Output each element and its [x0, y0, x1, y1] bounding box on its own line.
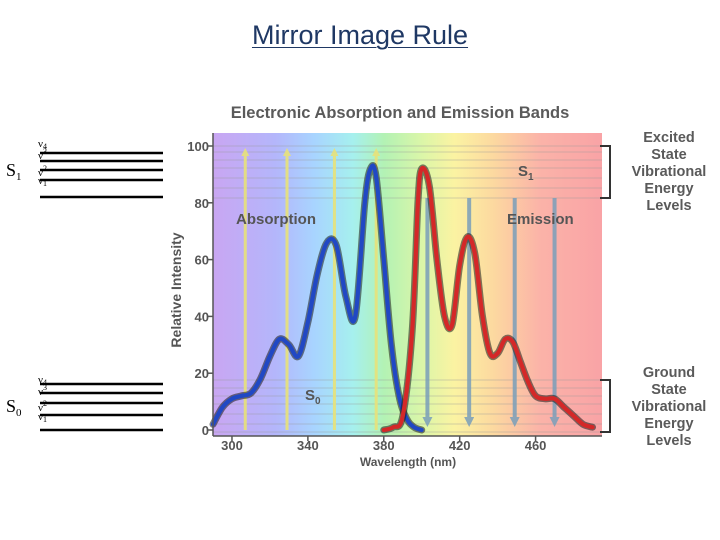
s1-nu-1: ν1: [38, 175, 47, 188]
y-tick-label-2: 40: [195, 309, 209, 324]
svg-text:Energy: Energy: [644, 181, 693, 197]
x-tick-label-3: 420: [449, 438, 471, 453]
emission-series-line: [381, 165, 595, 433]
absorption-annotation: Absorption: [236, 211, 316, 228]
emission-annotation: Emission: [507, 211, 574, 228]
y-tick-label-1: 20: [195, 366, 209, 381]
s0-state: S0 ν4 ν3 ν2 ν1: [6, 374, 163, 432]
ground-bracket: [600, 379, 611, 433]
s0-label: S0: [6, 396, 22, 419]
x-tick-label-1: 340: [297, 438, 319, 453]
s0-nu-3: ν3: [38, 383, 47, 398]
s1-nu-4: ν4: [38, 138, 47, 151]
s0-nu-1: ν1: [38, 411, 47, 424]
absorption-series-line: [210, 163, 424, 433]
excited-state-label: Excited State Vibrational Energy Levels: [632, 130, 707, 214]
y-ticks: 0 20 40 60 80 100: [187, 139, 213, 438]
x-tick-label-2: 380: [373, 438, 395, 453]
svg-text:Energy: Energy: [644, 416, 693, 432]
svg-text:Vibrational: Vibrational: [632, 164, 707, 180]
x-tick-label-4: 460: [525, 438, 547, 453]
slide-title: Mirror Image Rule: [251, 20, 469, 50]
s1-nu-2: ν2: [38, 164, 47, 179]
y-tick-label-5: 100: [187, 139, 209, 154]
jablonski-diagram: S1 ν4 ν3 ν2 ν1 S0 ν4 ν3 ν2 ν1: [6, 138, 163, 432]
s1-nu-3: ν3: [38, 147, 47, 162]
excited-bracket: [600, 145, 611, 199]
x-tick-label-0: 300: [221, 438, 243, 453]
svg-text:Levels: Levels: [646, 433, 691, 449]
s1-label: S1: [6, 160, 22, 183]
ground-state-label: Ground State Vibrational Energy Levels: [632, 365, 707, 449]
y-tick-label-4: 80: [195, 196, 209, 211]
svg-text:Levels: Levels: [646, 198, 691, 214]
absorption-emission-chart: Electronic Absorption and Emission Bands…: [168, 104, 706, 469]
s0-nu-2: ν2: [38, 399, 47, 414]
svg-text:Vibrational: Vibrational: [632, 399, 707, 415]
svg-text:State: State: [651, 382, 686, 398]
svg-text:Ground: Ground: [643, 365, 695, 381]
y-tick-label-3: 60: [195, 253, 209, 268]
x-ticks: 300 340 380 420 460: [221, 436, 546, 453]
s1-annotation: S1: [518, 163, 534, 183]
s0-nu-4: ν4: [38, 374, 47, 387]
x-axis-label: Wavelength (nm): [360, 455, 456, 469]
chart-title: Electronic Absorption and Emission Bands: [231, 104, 570, 122]
y-axis-label: Relative Intensity: [168, 232, 184, 347]
s0-annotation: S0: [305, 387, 321, 407]
svg-text:Excited: Excited: [643, 130, 695, 146]
y-tick-label-0: 0: [202, 423, 209, 438]
svg-text:State: State: [651, 147, 686, 163]
s1-state: S1 ν4 ν3 ν2 ν1: [6, 138, 163, 199]
series-layer: [209, 162, 596, 434]
